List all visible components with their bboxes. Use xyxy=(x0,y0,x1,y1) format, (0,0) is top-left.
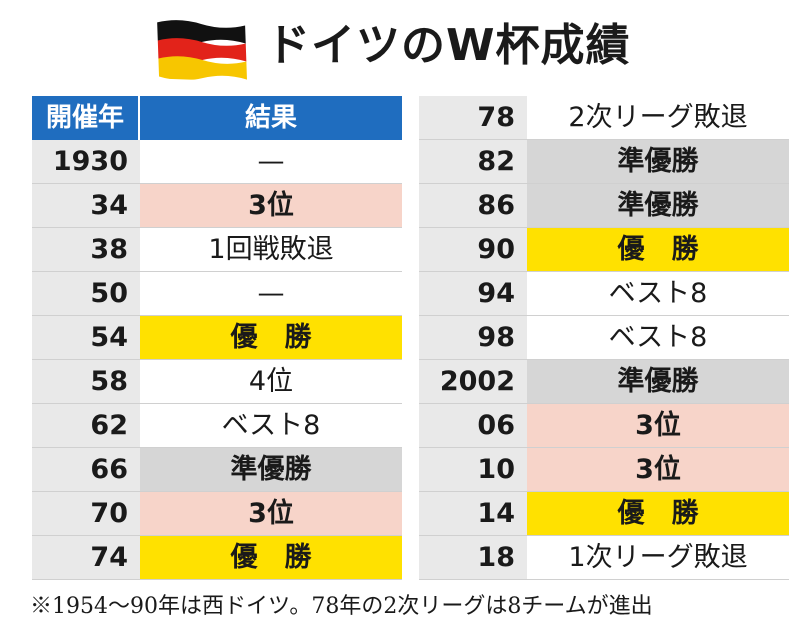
year-cell: 98 xyxy=(419,316,527,359)
table-body-left: 1930—34 3位 38 1回戦敗退 50—54 優 勝 58 4位 62 ベスト8 66 準優勝 7… xyxy=(32,140,402,580)
result-cell: ベスト8 xyxy=(140,404,402,447)
table-row: 90 優 勝 xyxy=(419,228,789,272)
year-cell: 50 xyxy=(32,272,140,315)
header-year: 開催年 xyxy=(32,96,140,140)
footnote: ※1954〜90年は西ドイツ。78年の2次リーグは8チームが進出 xyxy=(30,594,653,619)
header-result: 結果 xyxy=(140,96,402,140)
result-cell: 2次リーグ敗退 xyxy=(527,96,789,139)
table-row: 34 3位 xyxy=(32,184,402,228)
table-row: 74 優 勝 xyxy=(32,536,402,580)
result-cell: 準優勝 xyxy=(140,448,402,491)
year-cell: 82 xyxy=(419,140,527,183)
page-title: ドイツのW杯成績 xyxy=(266,20,631,71)
table-row: 50— xyxy=(32,272,402,316)
table-row: 54 優 勝 xyxy=(32,316,402,360)
year-cell: 74 xyxy=(32,536,140,579)
year-cell: 78 xyxy=(419,96,527,139)
table-row: 86 準優勝 xyxy=(419,184,789,228)
table-row: 1930— xyxy=(32,140,402,184)
year-cell: 94 xyxy=(419,272,527,315)
table-row: 38 1回戦敗退 xyxy=(32,228,402,272)
year-cell: 34 xyxy=(32,184,140,227)
year-cell: 86 xyxy=(419,184,527,227)
result-cell: 優 勝 xyxy=(527,492,789,535)
result-cell: 優 勝 xyxy=(140,536,402,579)
result-cell: 3位 xyxy=(140,184,402,227)
results-table-left: 開催年 結果 1930—34 3位 38 1回戦敗退 50—54 優 勝 58 4位 62 ベスト… xyxy=(32,96,402,580)
result-cell: 準優勝 xyxy=(527,140,789,183)
year-cell: 10 xyxy=(419,448,527,491)
year-cell: 90 xyxy=(419,228,527,271)
year-cell: 2002 xyxy=(419,360,527,403)
result-cell: 3位 xyxy=(527,448,789,491)
table-header: 開催年 結果 xyxy=(32,96,402,140)
table-row: 2002 準優勝 xyxy=(419,360,789,404)
table-row: 94 ベスト8 xyxy=(419,272,789,316)
table-body-right: 78 2次リーグ敗退 82 準優勝 86 準優勝 90 優 勝 94 ベスト8 98 ベスト8 2002… xyxy=(419,96,789,580)
table-row: 62 ベスト8 xyxy=(32,404,402,448)
table-row: 06 3位 xyxy=(419,404,789,448)
result-cell: 1次リーグ敗退 xyxy=(527,536,789,579)
title-bar: ドイツのW杯成績 xyxy=(0,0,800,92)
result-cell: — xyxy=(140,140,402,183)
result-cell: 準優勝 xyxy=(527,184,789,227)
table-row: 70 3位 xyxy=(32,492,402,536)
year-cell: 70 xyxy=(32,492,140,535)
table-row: 78 2次リーグ敗退 xyxy=(419,96,789,140)
table-row: 98 ベスト8 xyxy=(419,316,789,360)
results-table-right: 78 2次リーグ敗退 82 準優勝 86 準優勝 90 優 勝 94 ベスト8 98 ベスト8 2002… xyxy=(419,96,789,580)
year-cell: 14 xyxy=(419,492,527,535)
year-cell: 18 xyxy=(419,536,527,579)
result-cell: ベスト8 xyxy=(527,316,789,359)
table-row: 18 1次リーグ敗退 xyxy=(419,536,789,580)
result-cell: 準優勝 xyxy=(527,360,789,403)
result-cell: 優 勝 xyxy=(140,316,402,359)
table-row: 14 優 勝 xyxy=(419,492,789,536)
result-cell: — xyxy=(140,272,402,315)
result-cell: 3位 xyxy=(140,492,402,535)
result-cell: 優 勝 xyxy=(527,228,789,271)
result-cell: 1回戦敗退 xyxy=(140,228,402,271)
year-cell: 06 xyxy=(419,404,527,447)
year-cell: 66 xyxy=(32,448,140,491)
year-cell: 62 xyxy=(32,404,140,447)
year-cell: 38 xyxy=(32,228,140,271)
table-row: 10 3位 xyxy=(419,448,789,492)
year-cell: 1930 xyxy=(32,140,140,183)
year-cell: 54 xyxy=(32,316,140,359)
result-cell: ベスト8 xyxy=(527,272,789,315)
result-cell: 4位 xyxy=(140,360,402,403)
result-cell: 3位 xyxy=(527,404,789,447)
year-cell: 58 xyxy=(32,360,140,403)
table-row: 82 準優勝 xyxy=(419,140,789,184)
table-row: 66 準優勝 xyxy=(32,448,402,492)
table-row: 58 4位 xyxy=(32,360,402,404)
german-flag-icon xyxy=(157,20,247,81)
